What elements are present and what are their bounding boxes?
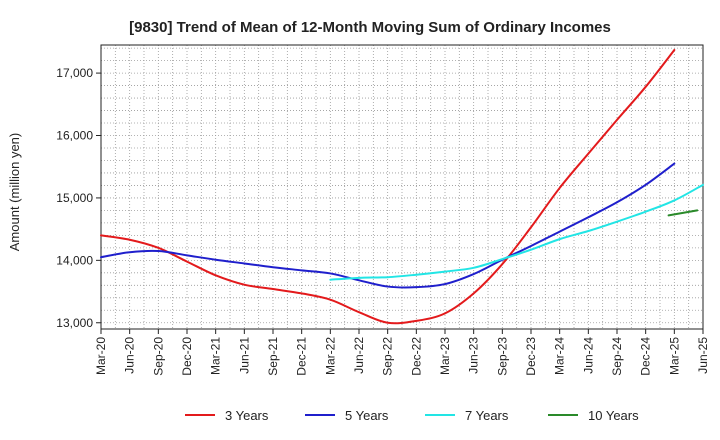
series-line-5-years <box>100 162 676 289</box>
x-tick-label: Mar-20 <box>94 337 108 375</box>
x-tick-label: Dec-22 <box>409 337 423 376</box>
x-tick-label: Dec-24 <box>639 337 653 376</box>
legend-label-7-years: 7 Years <box>465 408 509 423</box>
x-tick-label: Sep-24 <box>610 337 624 376</box>
y-tick-label: 14,000 <box>56 253 93 267</box>
legend: 3 Years 5 Years 7 Years 10 Years <box>185 408 639 423</box>
plot-area-frame <box>100 44 704 330</box>
x-tick-label: Sep-23 <box>495 337 509 376</box>
x-tick-label: Mar-21 <box>209 337 223 375</box>
x-tick-label: Dec-20 <box>180 337 194 376</box>
x-tick-label: Dec-23 <box>524 337 538 376</box>
legend-label-5-years: 5 Years <box>345 408 389 423</box>
x-tick-label: Sep-21 <box>266 337 280 376</box>
y-axis-label: Amount (million yen) <box>7 133 22 252</box>
x-tick-label: Jun-22 <box>352 337 366 374</box>
legend-label-3-years: 3 Years <box>225 408 269 423</box>
x-tick-label: Jun-21 <box>237 337 251 374</box>
x-tick-label: Jun-23 <box>467 337 481 374</box>
x-tick-label: Mar-25 <box>667 337 681 375</box>
y-tick-label: 15,000 <box>56 191 93 205</box>
x-tick-label: Mar-24 <box>553 337 567 375</box>
y-tick-label: 17,000 <box>56 66 93 80</box>
grid-lines <box>100 45 704 329</box>
x-tick-label: Jun-25 <box>696 337 710 374</box>
x-tick-label: Mar-22 <box>323 337 337 375</box>
x-tick-label: Jun-20 <box>123 337 137 374</box>
legend-label-10-years: 10 Years <box>588 408 639 423</box>
x-axis-ticks: Mar-20 Jun-20 Sep-20 Dec-20 Mar-21 Jun-21 Sep-… <box>94 329 710 376</box>
series-lines <box>100 48 704 325</box>
x-tick-label: Mar-23 <box>438 337 452 375</box>
x-tick-label: Dec-21 <box>295 337 309 376</box>
series-line-7-years <box>329 183 704 281</box>
series-line-3-years <box>100 48 676 325</box>
y-tick-label: 13,000 <box>56 316 93 330</box>
series-line-10-years <box>667 209 699 217</box>
y-axis-ticks: 13,000 14,000 15,000 16,000 17,000 <box>56 66 101 330</box>
chart-title: [9830] Trend of Mean of 12-Month Moving … <box>129 19 611 36</box>
y-tick-label: 16,000 <box>56 129 93 143</box>
x-tick-label: Jun-24 <box>581 337 595 374</box>
x-tick-label: Sep-20 <box>151 337 165 376</box>
x-tick-label: Sep-22 <box>381 337 395 376</box>
